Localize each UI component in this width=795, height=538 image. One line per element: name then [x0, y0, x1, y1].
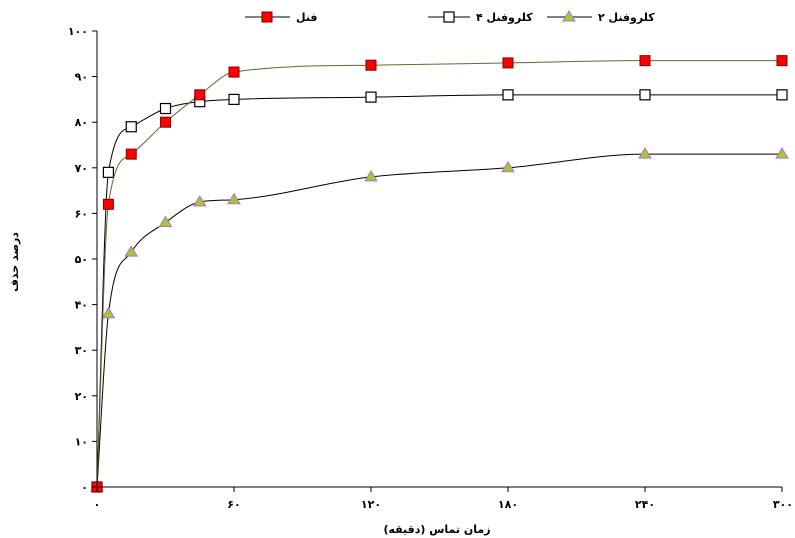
- legend-item-1: کلروفنل ۴: [428, 11, 533, 24]
- x-axis-title: زمان تماس (دقیقه): [383, 523, 490, 536]
- data-point: [124, 245, 139, 257]
- series-2: [90, 147, 789, 492]
- y-tick-label: ۳۰: [75, 344, 88, 357]
- data-point: [125, 148, 137, 160]
- legend-item-2: کلروفنل ۲: [547, 10, 655, 24]
- data-point: [102, 166, 115, 178]
- y-tick-label: ۴۰: [75, 299, 88, 312]
- legend-label: کلروفنل ۲: [598, 11, 655, 24]
- data-point: [776, 55, 788, 67]
- y-tick-label: ۱۰۰: [68, 25, 88, 38]
- x-tick-label: ۲۴۰: [635, 498, 655, 511]
- data-point: [125, 121, 137, 133]
- data-point: [775, 147, 789, 159]
- data-point: [228, 93, 240, 106]
- data-point: [227, 192, 241, 205]
- y-tick-label: ۰: [81, 481, 88, 494]
- y-tick-label: ۲۰: [75, 390, 88, 403]
- data-point: [160, 116, 171, 128]
- data-point: [159, 102, 172, 115]
- legend-marker: [443, 11, 455, 23]
- y-axis-title: درصد حذف: [8, 232, 21, 292]
- data-point: [365, 59, 377, 71]
- data-point: [158, 215, 173, 228]
- legend-item-0: فنل: [245, 11, 318, 24]
- x-tick-label: ۳۰۰: [773, 498, 793, 511]
- legend-label: فنل: [296, 11, 318, 24]
- y-tick-label: ۵۰: [75, 253, 88, 266]
- data-point: [638, 147, 652, 159]
- data-point: [102, 198, 114, 210]
- y-tick-label: ۱۰: [75, 435, 88, 448]
- x-axis: ۰ ۶۰ ۱۲۰ ۱۸۰ ۲۴۰ ۳۰۰: [94, 486, 793, 511]
- series-0: [91, 55, 788, 493]
- plot-area: [90, 55, 789, 493]
- data-point: [228, 66, 240, 78]
- legend-label: کلروفنل ۴: [476, 11, 533, 24]
- data-point: [194, 89, 206, 101]
- x-tick-label: ۶۰: [227, 498, 240, 511]
- legend: فنل کلروفنل ۴ کلروفنل ۲: [245, 10, 655, 24]
- x-tick-label: ۱۸۰: [498, 498, 518, 511]
- series-line: [96, 60, 782, 488]
- series-1: [91, 89, 788, 493]
- y-tick-label: ۸۰: [75, 116, 88, 129]
- legend-marker: [261, 11, 273, 23]
- x-tick-label: ۰: [94, 498, 101, 511]
- data-point: [101, 306, 116, 319]
- y-tick-label: ۷۰: [75, 162, 88, 175]
- legend-marker: [562, 10, 576, 22]
- x-tick-label: ۱۲۰: [361, 498, 381, 511]
- y-tick-label: ۹۰: [75, 71, 88, 84]
- data-point: [639, 89, 651, 101]
- data-point: [192, 195, 207, 207]
- data-point: [639, 55, 651, 67]
- y-tick-label: ۶۰: [75, 207, 88, 220]
- y-axis: ۰ ۱۰ ۲۰ ۳۰ ۴۰ ۵۰ ۶۰ ۷۰ ۸۰ ۹۰ ۱۰۰: [68, 25, 98, 494]
- data-point: [502, 89, 514, 101]
- data-point: [501, 160, 515, 173]
- data-point: [776, 89, 788, 101]
- data-point: [502, 57, 514, 69]
- data-point: [364, 169, 378, 182]
- data-point: [365, 91, 377, 103]
